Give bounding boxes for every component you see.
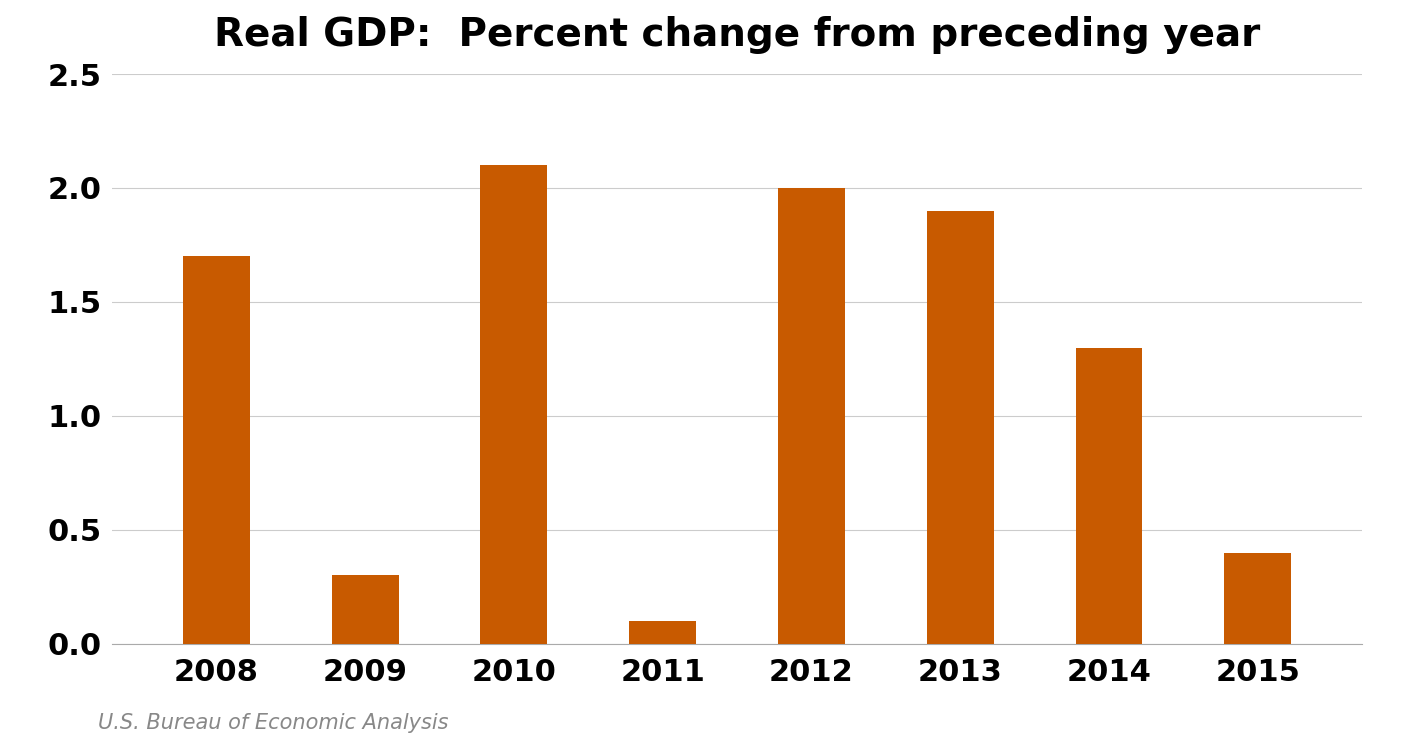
Bar (1224, 553, 1292, 644)
Title: Real GDP:  Percent change from preceding year: Real GDP: Percent change from preceding … (213, 16, 1261, 54)
Bar (1075, 348, 1143, 644)
Bar (183, 256, 250, 644)
Bar (331, 576, 399, 644)
Bar (480, 165, 548, 644)
Bar (778, 188, 845, 644)
Bar (927, 211, 994, 644)
Text: U.S. Bureau of Economic Analysis: U.S. Bureau of Economic Analysis (98, 713, 449, 733)
Bar (629, 621, 696, 644)
